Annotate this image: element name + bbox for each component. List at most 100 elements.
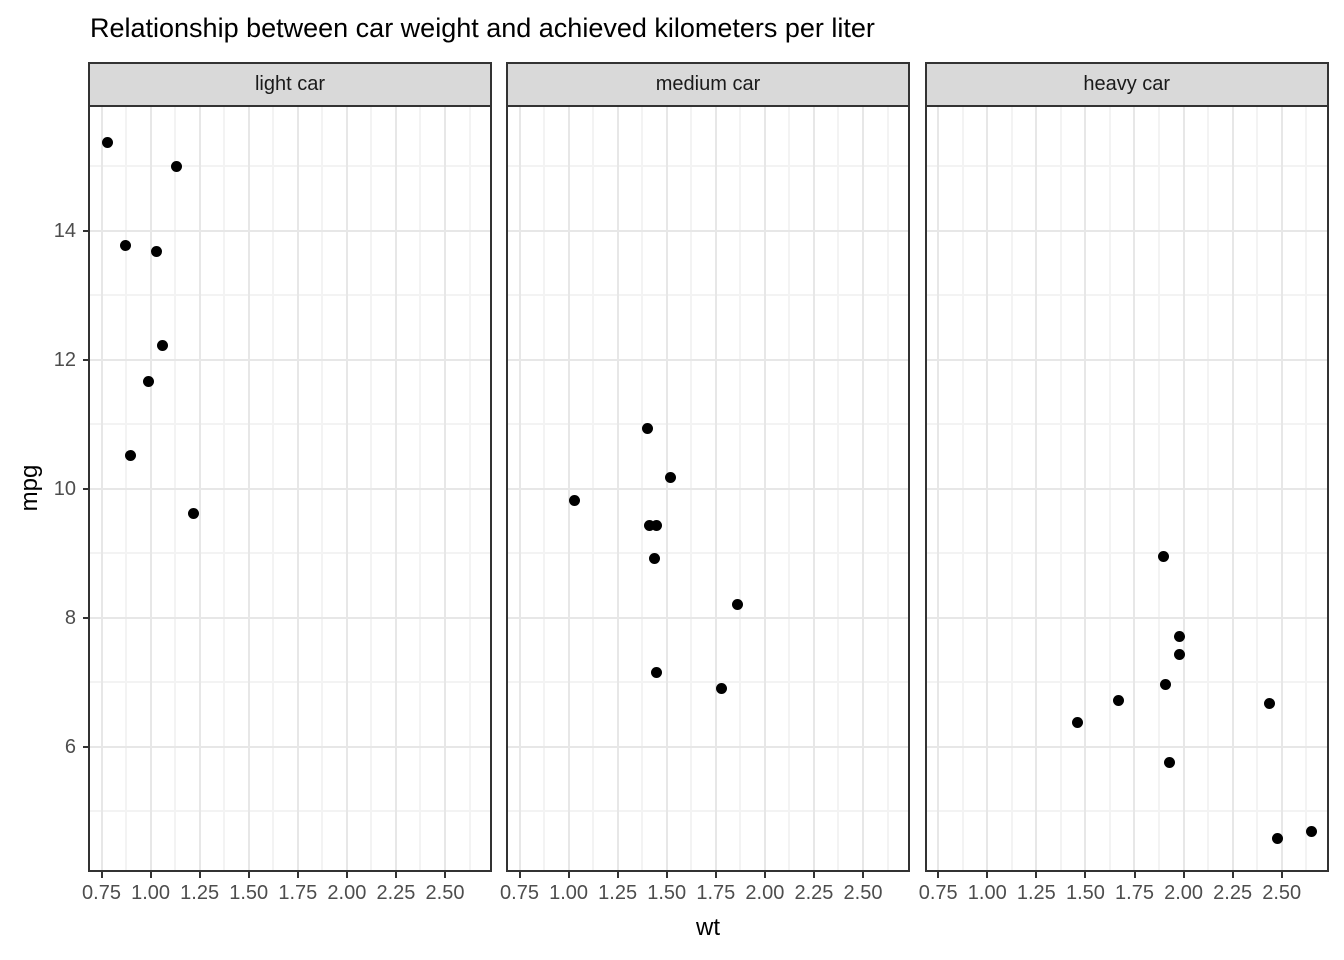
x-tick <box>1280 870 1283 878</box>
gridline-minor-horizontal <box>508 552 908 555</box>
y-tick <box>83 745 90 748</box>
facet-panel <box>88 105 492 872</box>
x-tick <box>812 870 815 878</box>
gridline-minor-horizontal <box>926 165 1327 168</box>
data-point <box>1264 698 1276 710</box>
x-tick-label: 0.75 <box>918 882 958 904</box>
facet-strip: medium car <box>506 62 910 107</box>
gridline-minor-horizontal <box>926 294 1327 297</box>
facet-strip-label: heavy car <box>1083 73 1171 95</box>
x-tick <box>763 870 766 878</box>
x-tick <box>937 870 940 878</box>
x-tick <box>149 870 152 878</box>
data-point <box>101 137 113 149</box>
gridline-major-horizontal <box>508 358 908 361</box>
gridline-major-horizontal <box>926 745 1327 748</box>
x-tick-label: 1.00 <box>131 882 171 904</box>
data-point <box>150 245 162 257</box>
data-point <box>1174 631 1186 643</box>
gridline-minor-horizontal <box>90 552 490 555</box>
x-tick-label: 1.00 <box>549 882 589 904</box>
facet-strip: light car <box>88 62 492 107</box>
gridline-minor-horizontal <box>90 165 490 168</box>
data-point <box>731 599 743 611</box>
gridline-major-horizontal <box>508 229 908 232</box>
y-tick-label: 8 <box>64 606 76 629</box>
gridline-minor-horizontal <box>926 681 1327 684</box>
x-tick-label: 1.50 <box>229 882 269 904</box>
y-tick <box>83 616 90 619</box>
x-tick-label: 1.50 <box>1065 882 1105 904</box>
gridline-minor-horizontal <box>90 681 490 684</box>
data-point <box>716 682 728 694</box>
y-tick-label: 6 <box>64 735 76 758</box>
x-axis-title: wt <box>696 914 720 941</box>
x-tick-label: 2.25 <box>1213 882 1253 904</box>
gridline-minor-horizontal <box>90 810 490 813</box>
x-tick <box>1133 870 1136 878</box>
y-tick <box>83 487 90 490</box>
y-tick-label: 14 <box>53 219 76 242</box>
x-tick <box>247 870 250 878</box>
gridline-minor-horizontal <box>90 423 490 426</box>
data-point <box>188 507 200 519</box>
x-tick <box>394 870 397 878</box>
x-tick-label: 2.50 <box>425 882 465 904</box>
x-tick-label: 2.50 <box>1262 882 1302 904</box>
y-tick <box>83 229 90 232</box>
gridline-minor-horizontal <box>926 552 1327 555</box>
x-tick-label: 2.50 <box>843 882 883 904</box>
data-point <box>125 450 137 462</box>
data-point <box>651 666 663 678</box>
chart-title: Relationship between car weight and achi… <box>90 13 875 43</box>
gridline-major-horizontal <box>90 745 490 748</box>
gridline-major-horizontal <box>90 487 490 490</box>
y-tick-label: 12 <box>53 348 76 371</box>
y-axis-title: mpg <box>16 464 43 512</box>
x-tick <box>1182 870 1185 878</box>
gridline-minor-horizontal <box>508 294 908 297</box>
data-point <box>143 375 155 387</box>
data-point <box>665 472 677 484</box>
gridline-major-horizontal <box>508 745 908 748</box>
y-tick-label: 10 <box>53 477 76 500</box>
data-point <box>643 519 655 531</box>
x-tick-label: 2.25 <box>376 882 416 904</box>
data-point <box>156 339 168 351</box>
x-tick <box>714 870 717 878</box>
x-tick <box>1084 870 1087 878</box>
x-tick <box>198 870 201 878</box>
x-tick <box>616 870 619 878</box>
data-point <box>1272 833 1284 845</box>
data-point <box>1160 679 1172 691</box>
gridline-minor-horizontal <box>90 294 490 297</box>
gridline-major-horizontal <box>926 487 1327 490</box>
facet-panel <box>924 105 1329 872</box>
facet-strip-label: light car <box>254 73 326 95</box>
gridline-minor-horizontal <box>508 681 908 684</box>
gridline-major-horizontal <box>90 358 490 361</box>
x-tick-label: 2.00 <box>745 882 785 904</box>
x-tick-label: 1.75 <box>696 882 736 904</box>
x-tick <box>444 870 447 878</box>
gridline-major-horizontal <box>508 487 908 490</box>
x-tick-label: 0.75 <box>500 882 539 904</box>
x-tick <box>665 870 668 878</box>
facet-strip-label: medium car <box>655 73 761 95</box>
data-point <box>170 161 182 173</box>
x-tick-label: 1.25 <box>180 882 220 904</box>
data-point <box>1174 649 1186 661</box>
data-point <box>651 519 663 531</box>
gridline-major-horizontal <box>508 616 908 619</box>
x-tick-label: 2.25 <box>794 882 834 904</box>
gridline-major-horizontal <box>90 616 490 619</box>
data-point <box>1113 694 1125 706</box>
x-tick-label: 1.00 <box>967 882 1007 904</box>
gridline-major-horizontal <box>926 358 1327 361</box>
data-point <box>1072 716 1084 728</box>
gridline-minor-horizontal <box>508 810 908 813</box>
x-tick <box>567 870 570 878</box>
x-tick-label: 1.25 <box>1016 882 1056 904</box>
data-point <box>1164 757 1176 769</box>
